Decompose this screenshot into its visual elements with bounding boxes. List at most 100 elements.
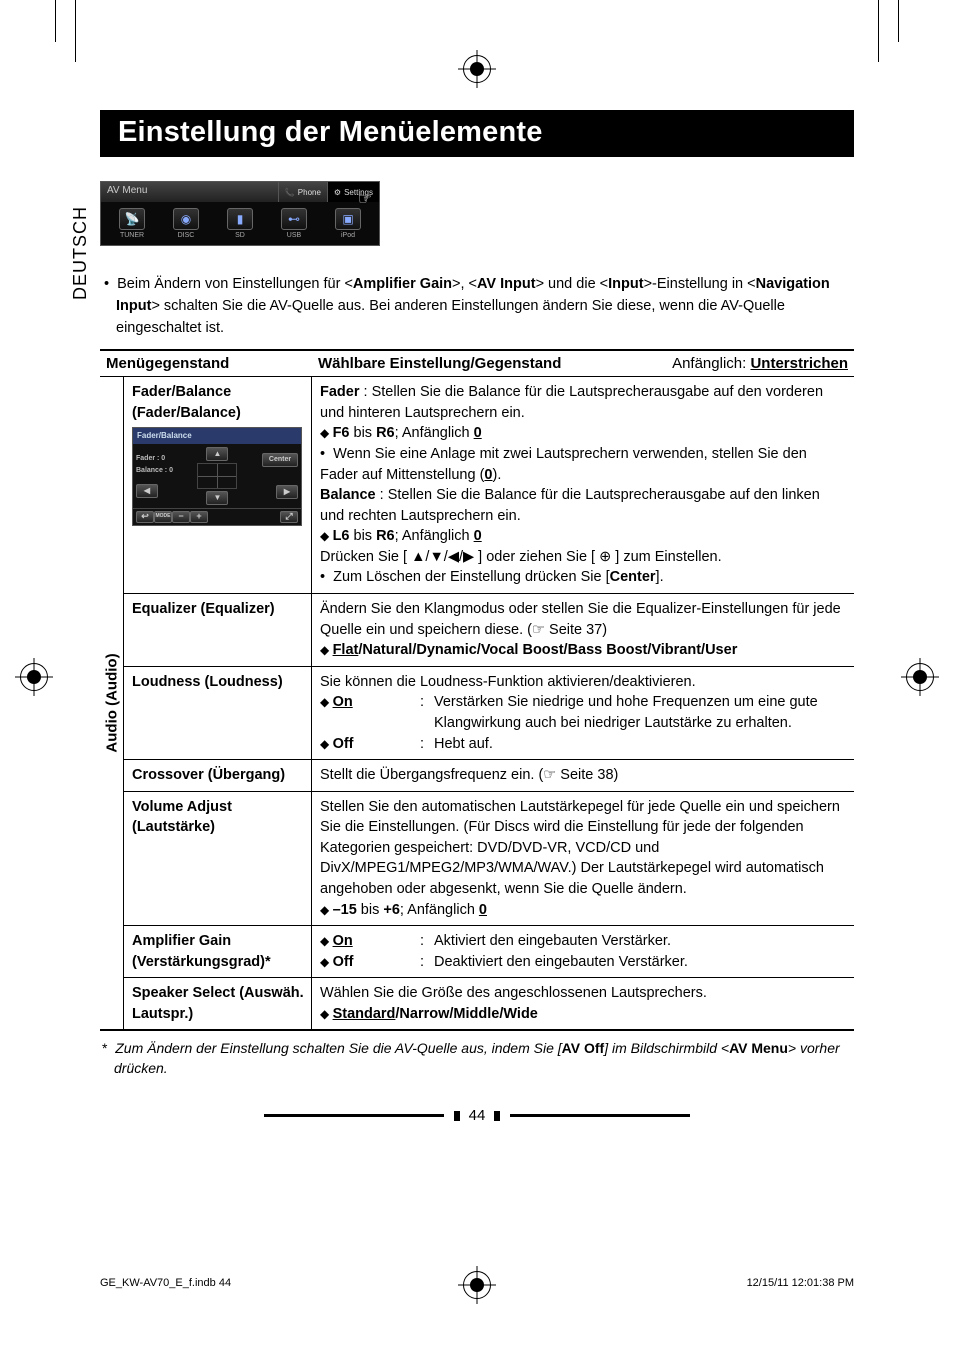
minus-icon: − (172, 511, 190, 523)
page-title: Einstellung der Menüelemente (100, 110, 854, 157)
col-header-default: Anfänglich: Unterstrichen (666, 351, 854, 376)
av-menu-title: AV Menu (101, 182, 278, 202)
text: > und die < (536, 276, 609, 292)
phone-icon: 📞 (285, 188, 295, 197)
col-header-item: Menügegenstand (100, 351, 312, 376)
option-label: Off (333, 736, 354, 752)
item-name: Equalizer (Equalizer) (124, 594, 312, 666)
text: Zum Ändern der Einstellung schalten Sie … (115, 1040, 561, 1056)
text: ]. (656, 569, 664, 585)
text: : Stellen Sie die Balance für die Lautsp… (320, 487, 820, 524)
text: ; Anfänglich (395, 425, 474, 441)
text: bis (349, 528, 376, 544)
bold: +6 (383, 902, 400, 918)
default-value: 0 (474, 528, 482, 544)
options: /Narrow/Middle/Wide (395, 1006, 537, 1022)
text: Zum Löschen der Einstellung drücken Sie … (333, 569, 609, 585)
default-value: 0 (474, 425, 482, 441)
cursor-icon: ☞ (358, 189, 372, 209)
table-row: Crossover (Übergang) Stellt die Übergang… (124, 760, 854, 792)
text: Anfänglich: (672, 355, 750, 372)
footer-left: GE_KW-AV70_E_f.indb 44 (100, 1277, 231, 1289)
mode-icon: MODE (154, 511, 172, 523)
text: Ändern Sie den Klangmodus oder stellen S… (320, 601, 841, 638)
footnote: * Zum Ändern der Einstellung schalten Si… (100, 1039, 854, 1078)
table-row: Speaker Select (Auswäh. Lautspr.) Wählen… (124, 978, 854, 1029)
av-icon-sd: ▮ SD (227, 208, 253, 239)
bold: Amplifier Gain (353, 276, 452, 292)
text: ; Anfänglich (400, 902, 479, 918)
page-number: 44 (100, 1107, 854, 1124)
footnote-marker: * (102, 1040, 107, 1056)
cross-grid (197, 463, 237, 489)
bold: R6 (376, 528, 395, 544)
settings-table: Audio (Audio) Fader/Balance (Fader/Balan… (100, 377, 854, 1031)
item-title: Fader/Balance (Fader/Balance) (132, 384, 241, 421)
tuner-icon: 📡 (119, 208, 145, 230)
text: Wählen Sie die Größe des angeschlossenen… (320, 985, 707, 1001)
option-text: Deaktiviert den eingebauten Verstärker. (434, 952, 846, 973)
av-icon-ipod: ▣iPod (335, 208, 361, 239)
table-row: Loudness (Loudness) Sie können die Loudn… (124, 667, 854, 760)
item-description: Sie können die Loudness-Funktion aktivie… (312, 667, 854, 759)
item-description: Fader : Stellen Sie die Balance für die … (312, 377, 854, 593)
crop-mark (878, 0, 879, 62)
default-value: On (333, 933, 353, 949)
usb-icon: ⊷ (281, 208, 307, 230)
icon-label: SD (235, 232, 245, 239)
bold: Balance (320, 487, 376, 503)
bullet: • (104, 276, 109, 292)
av-menu-screenshot: AV Menu 📞 Phone ⚙ Settings ☞ 📡 TUNER ◉DIS… (100, 181, 380, 246)
bold: Input (608, 276, 643, 292)
fader-balance-widget: Fader/Balance Fader : 0 Balance : 0 ◀ (132, 427, 302, 525)
bold: Center (610, 569, 656, 585)
language-tab: DEUTSCH (70, 206, 91, 300)
option-label: Off (333, 954, 354, 970)
center-button: Center (262, 453, 298, 467)
page-number-value: 44 (469, 1107, 486, 1124)
up-arrow-icon: ▲ (206, 447, 228, 461)
default-value: On (333, 694, 353, 710)
table-row: Amplifier Gain (Verstärkungsgrad)* ◆ On … (124, 926, 854, 978)
bold: 0 (484, 467, 492, 483)
gear-icon: ⚙ (334, 188, 341, 197)
crop-mark (75, 0, 76, 62)
print-footer: GE_KW-AV70_E_f.indb 44 12/15/11 12:01:38… (100, 1277, 854, 1289)
right-arrow-icon: ▶ (276, 485, 298, 499)
item-description: ◆ On : Aktiviert den eingebauten Verstär… (312, 926, 854, 977)
item-name: Speaker Select (Auswäh. Lautspr.) (124, 978, 312, 1029)
table-header: Menügegenstand Wählbare Einstellung/Gege… (100, 349, 854, 377)
av-icon-disc: ◉DISC (173, 208, 199, 239)
text: > schalten Sie die AV-Quelle aus. Bei an… (116, 298, 785, 336)
disc-icon: ◉ (173, 208, 199, 230)
crop-mark (898, 0, 899, 42)
text: bis (357, 902, 384, 918)
diamond-icon: ◆ (320, 643, 333, 657)
back-icon: ↩ (136, 511, 154, 523)
registration-mark (906, 663, 934, 691)
diamond-icon: ◆ (320, 529, 333, 543)
text: ; Anfänglich (395, 528, 474, 544)
tab-label: Phone (298, 188, 321, 197)
item-name: Amplifier Gain (Verstärkungsgrad)* (124, 926, 312, 977)
underlined: Unterstrichen (750, 355, 848, 372)
icon-label: TUNER (120, 232, 144, 239)
plus-icon: + (190, 511, 208, 523)
default-value: Standard (333, 1006, 396, 1022)
item-name: Volume Adjust (Lautstärke) (124, 792, 312, 925)
intro-text: • Beim Ändern von Einstellungen für <Amp… (100, 274, 854, 339)
tab-settings: ⚙ Settings ☞ (327, 182, 379, 202)
item-name: Fader/Balance (Fader/Balance) Fader/Bala… (124, 377, 312, 593)
diamond-icon: ◆ (320, 955, 333, 969)
default-value: 0 (479, 902, 487, 918)
text: Sie können die Loudness-Funktion aktivie… (320, 674, 696, 690)
tab-phone: 📞 Phone (278, 182, 327, 202)
diamond-icon: ◆ (320, 737, 333, 751)
section-label: Audio (Audio) (103, 654, 120, 753)
bold: AV Off (562, 1040, 605, 1056)
text: Drücken Sie [ ▲/▼/◀/▶ ] oder ziehen Sie … (320, 549, 722, 565)
ipod-icon: ▣ (335, 208, 361, 230)
sd-icon: ▮ (227, 208, 253, 230)
av-icon-usb: ⊷USB (281, 208, 307, 239)
footer-right: 12/15/11 12:01:38 PM (747, 1277, 854, 1289)
